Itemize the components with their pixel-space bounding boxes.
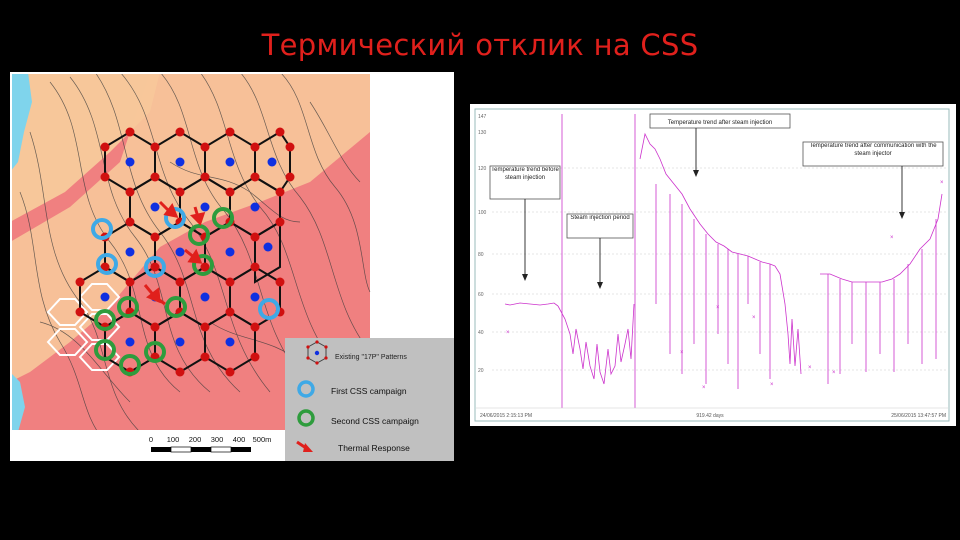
x-start-label: 24/06/2015 2:15:13 PM [480, 413, 532, 419]
y-tick: 60 [478, 292, 484, 298]
scale-tick: 100 [167, 435, 180, 444]
annotation-injection: Steam injection period [566, 213, 634, 289]
y-tick: 147 [478, 114, 487, 120]
water-bottom [12, 374, 25, 430]
well-pattern-map: Existing "17P" Patterns First CSS campai… [10, 72, 454, 461]
svg-text:×: × [770, 382, 774, 388]
scale-tick: 300 [211, 435, 224, 444]
annotation-communication: Temperature trend after communication wi… [802, 141, 944, 219]
scale-tick: 500m [253, 435, 272, 444]
legend-thermal-label: Thermal Response [338, 443, 410, 453]
thermal-legend-arrow-icon [296, 440, 313, 452]
svg-text:×: × [702, 385, 706, 391]
second-campaign-legend-icon [297, 409, 315, 427]
temperature-series [504, 132, 943, 389]
annotation-before: Temperature trend before steam injection [489, 165, 561, 281]
legend-pattern-label: Existing "17P" Patterns [335, 354, 407, 361]
scale-tick: 400 [233, 435, 246, 444]
pattern-legend-wells-icon [306, 340, 328, 365]
y-tick: 120 [478, 166, 487, 172]
chart-gridlines [492, 167, 948, 371]
x-mid-label: 919.42 days [696, 413, 724, 419]
thermal-response-arrows [143, 200, 206, 306]
svg-text:×: × [808, 365, 812, 371]
svg-text:×: × [716, 305, 720, 311]
y-tick: 40 [478, 330, 484, 336]
annotation-after-text: Temperature trend after steam injection [668, 120, 772, 126]
y-tick: 20 [478, 368, 484, 374]
svg-text:×: × [832, 370, 836, 376]
annotation-communication-text: Temperature trend after communication wi… [809, 143, 937, 157]
scale-tick: 0 [149, 435, 153, 444]
svg-text:×: × [940, 180, 944, 186]
outlier-markers: × × × × × × × × × × [506, 180, 944, 391]
slide-title: Термический отклик на CSS [261, 28, 699, 62]
zone-peach-left [12, 74, 160, 221]
existing-17p-patterns [46, 283, 121, 371]
temperature-trend-chart: 147 130 120 100 80 60 40 20 × × × × × × × × … [470, 104, 956, 426]
annotation-after: Temperature trend after steam injection [649, 113, 791, 177]
contour-lines [19, 74, 371, 430]
annotation-injection-text: Steam injection period [570, 215, 630, 221]
svg-text:×: × [890, 235, 894, 241]
scale-tick: 200 [189, 435, 202, 444]
first-campaign-legend-icon [297, 380, 315, 398]
legend-first-label: First CSS campaign [331, 386, 407, 396]
y-tick: 80 [478, 252, 484, 258]
x-end-label: 25/06/2015 13:47:57 PM [891, 413, 946, 419]
svg-text:×: × [680, 350, 684, 356]
pattern-legend-injector-icon [314, 350, 320, 356]
svg-text:×: × [752, 315, 756, 321]
water-top [12, 74, 32, 170]
y-axis-ticks: 147 130 120 100 80 60 40 20 [478, 114, 487, 374]
svg-text:×: × [506, 330, 510, 336]
map-legend-box [285, 338, 454, 461]
scale-bar [151, 446, 251, 453]
legend-second-label: Second CSS campaign [331, 416, 419, 426]
second-css-campaign-wells [94, 207, 234, 376]
annotation-before-text: Temperature trend before steam injection [491, 167, 559, 181]
first-css-campaign-wells [91, 207, 280, 320]
y-tick: 130 [478, 130, 487, 136]
y-tick: 100 [478, 210, 487, 216]
